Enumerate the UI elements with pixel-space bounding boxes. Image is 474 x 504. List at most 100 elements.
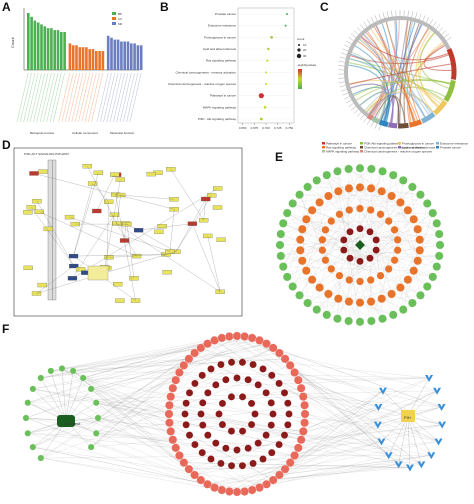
bar-cc-2: [75, 45, 78, 70]
target-node-40: [218, 334, 226, 342]
network-edge: [298, 378, 429, 380]
target-node-92: [222, 445, 229, 452]
gene-tick: [340, 86, 346, 87]
tick-bp-9: [47, 73, 58, 122]
x-tick-label-1: 0.675: [251, 126, 259, 130]
pathway-arc-6: [389, 125, 397, 126]
network-edge: [41, 348, 273, 378]
target-node-71: [181, 410, 188, 417]
target-node-84: [281, 389, 288, 396]
kegg-pathway-map: PI3K-AKT SIGNALING PATHWAY: [0, 138, 245, 320]
gene-tick: [344, 97, 349, 100]
gene-tick: [354, 31, 358, 35]
tick-cc-0: [59, 73, 70, 122]
network-edge: [215, 425, 443, 488]
target-node-4: [294, 444, 302, 452]
gene-tick: [349, 37, 354, 40]
gene-tick: [387, 11, 388, 17]
pathway-label-6: Chemical carcinogenesis - reactive oxyge…: [168, 82, 237, 86]
go-bar-chart: Count BP CC MF Biological process Cellul…: [0, 0, 156, 140]
bar-bp-5: [44, 26, 47, 70]
network-edge: [337, 261, 360, 318]
dot-legend: count 10 20 30 -log10(pvalue): [297, 37, 316, 89]
target-node-70: [183, 421, 190, 428]
bar-bp-6: [47, 28, 50, 70]
network-edge: [41, 455, 295, 458]
tick-bp-3: [27, 73, 38, 122]
bar-mf-2: [114, 40, 117, 70]
target-node-57: [284, 421, 291, 428]
network-edge: [245, 407, 379, 492]
network-edge: [273, 464, 398, 480]
gene-tick: [442, 31, 446, 35]
bar-cc-5: [85, 47, 88, 70]
network-edge: [376, 223, 437, 240]
gene-tick: [371, 121, 374, 126]
gene-tick: [379, 125, 381, 131]
gene-box-61: [131, 299, 140, 303]
pathway-label-3: Lipid and atherosclerosis: [203, 47, 237, 51]
network-node-17: [408, 299, 416, 307]
y-axis-label: Count: [10, 36, 15, 48]
bar-bp-10: [60, 32, 63, 70]
gene-tick: [446, 37, 451, 40]
network-node-98: [336, 211, 344, 219]
target-node-27: [165, 419, 173, 427]
target-node-0: [301, 410, 309, 418]
pathway-node-0: [425, 375, 433, 382]
target-node-43: [240, 332, 248, 340]
network-node-1: [367, 165, 375, 173]
network-node-85: [391, 256, 399, 264]
gene-tick: [346, 41, 351, 44]
gene-tick: [354, 109, 358, 113]
panel-d-label: D: [2, 138, 11, 152]
tick-mf-8: [123, 73, 134, 122]
gene-box-47: [44, 227, 53, 231]
bar-bp-0: [27, 13, 30, 70]
pathway-dot-1: [285, 25, 287, 27]
gene-box-31: [23, 210, 32, 214]
legend-count-30: 30: [303, 54, 307, 58]
legend-swatch-1: [360, 142, 363, 145]
gene-box-2: [38, 283, 47, 287]
target-node-114: [239, 393, 246, 400]
network-edge: [287, 210, 349, 277]
gene-tick: [364, 117, 368, 122]
network-edge: [96, 405, 304, 433]
network-node-93: [322, 256, 330, 264]
panel-b: B Prostate cancerEndocrine resistancePro…: [158, 0, 318, 140]
target-node-24: [172, 444, 180, 452]
bar-cc-10: [102, 51, 105, 70]
bar-cc-9: [98, 51, 101, 70]
gene-tick: [423, 15, 425, 20]
gene-box-57: [154, 230, 163, 234]
chord-diagram: [318, 0, 474, 140]
network-node-18: [399, 305, 407, 313]
network-nodes: [23, 332, 446, 496]
network-node-89: [356, 278, 364, 286]
gene-box-21: [213, 205, 222, 209]
target-node-28: [165, 410, 173, 418]
target-node-2: [299, 427, 307, 435]
gene-tick: [351, 106, 356, 110]
target-node-3: [297, 436, 305, 444]
gene-box-51: [94, 171, 103, 175]
gene-tick: [426, 17, 429, 22]
target-node-112: [219, 400, 226, 407]
pathway-label-4: Ras signaling pathway: [206, 59, 237, 63]
bar-mf-1: [110, 38, 113, 70]
gene-tick: [364, 22, 368, 27]
bar-bp-9: [57, 30, 60, 70]
target-node-89: [255, 440, 262, 447]
network-node-54: [414, 257, 422, 265]
bar-mf-6: [127, 42, 130, 71]
bar-cc-1: [72, 45, 75, 70]
gene-box-54: [110, 213, 119, 217]
target-node-26: [167, 427, 175, 435]
bar-bp-7: [50, 28, 53, 70]
network-node-100: [356, 225, 363, 232]
gene-tick: [349, 103, 354, 106]
compound-node-13: [95, 415, 101, 421]
pathway-dot-9: [260, 118, 263, 121]
gene-box-63: [217, 238, 226, 242]
